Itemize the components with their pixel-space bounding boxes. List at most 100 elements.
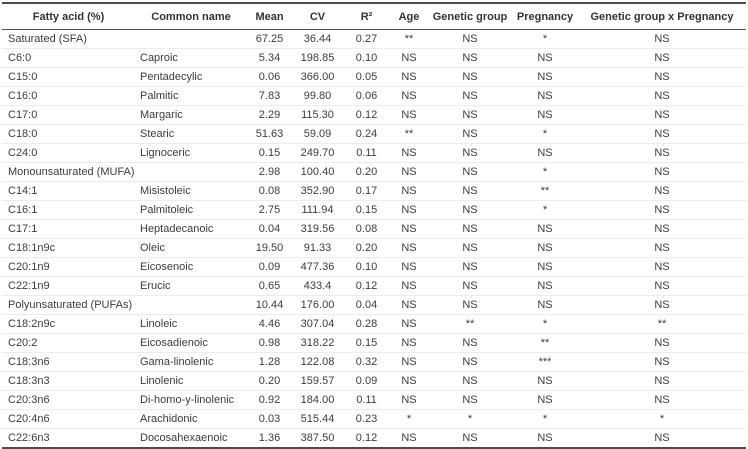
cell-genetic-group: NS bbox=[428, 181, 512, 201]
cell-common-name: Oleic bbox=[135, 238, 247, 258]
cell-age: NS bbox=[390, 219, 428, 239]
cell-pregnancy: * bbox=[512, 162, 578, 182]
cell-r-squared: 0.12 bbox=[343, 428, 390, 448]
table-row: C18:1n9c Oleic 19.50 91.33 0.20 NS NS NS NS bbox=[2, 238, 746, 258]
cell-interaction: NS bbox=[578, 219, 746, 239]
cell-cv: 36.44 bbox=[303, 33, 332, 45]
cell-fatty-acid: C20:4n6 bbox=[2, 409, 135, 429]
cell-cv: 307.04 bbox=[292, 314, 343, 334]
cell-interaction: NS bbox=[578, 200, 746, 220]
cell-mean: 0.09 bbox=[247, 257, 292, 277]
cell-common-name bbox=[135, 295, 247, 315]
cell-pregnancy: NS bbox=[512, 295, 578, 315]
table-row: C16:1 Palmitoleic 2.75 111.94 0.15 NS NS * NS bbox=[2, 200, 746, 220]
cell-cv: 59.09 bbox=[292, 124, 343, 144]
cell-pregnancy: * bbox=[512, 314, 578, 334]
cell-interaction: NS bbox=[578, 428, 746, 448]
cell-common-name: Pentadecylic bbox=[135, 67, 247, 87]
cell-fatty-acid: C18:2n9c bbox=[2, 314, 135, 334]
cell-genetic-group: NS bbox=[428, 86, 512, 106]
cell-pregnancy: * bbox=[512, 124, 578, 144]
cell-pregnancy: NS bbox=[512, 219, 578, 239]
cell-pregnancy: * bbox=[512, 409, 578, 429]
cell-common-name: Lignoceric bbox=[135, 143, 247, 163]
table-row: Polyunsaturated (PUFAs) 10.44 176.00 0.04 NS… bbox=[2, 295, 746, 315]
cell-common-name: Heptadecanoic bbox=[135, 219, 247, 239]
cell-common-name: Margaric bbox=[135, 105, 247, 125]
cell-age: NS bbox=[390, 200, 428, 220]
cell-mean: 2.98 bbox=[247, 162, 292, 182]
cell-cv: 352.90 bbox=[292, 181, 343, 201]
cell-genetic-group: NS bbox=[428, 295, 512, 315]
cell-fatty-acid: C24:0 bbox=[2, 143, 135, 163]
cell-common-name: Eicosadienoic bbox=[135, 333, 247, 353]
cell-cv: 433.4 bbox=[292, 276, 343, 296]
cell-age: NS bbox=[390, 143, 428, 163]
cell-mean: 51.63 bbox=[247, 124, 292, 144]
cell-genetic-group: * bbox=[428, 409, 512, 429]
table-row: C18:0 Stearic 51.63 59.09 0.24 ** NS * NS bbox=[2, 124, 746, 144]
cell-r-squared: 0.12 bbox=[343, 105, 390, 125]
table-row: Monounsaturated (MUFA) 2.98 100.40 0.20 NS NS… bbox=[2, 162, 746, 182]
cell-mean: 10.44 bbox=[247, 295, 292, 315]
cell-age: NS bbox=[390, 48, 428, 68]
cell-r-squared: 0.32 bbox=[343, 352, 390, 372]
column-header-genetic-group: Genetic group bbox=[428, 3, 512, 30]
cell-interaction: NS bbox=[578, 276, 746, 296]
cell-common-name: Docosahexaenoic bbox=[135, 428, 247, 448]
cell-age: NS bbox=[390, 371, 428, 391]
cell-pregnancy: NS bbox=[512, 67, 578, 87]
column-header-cv: CV bbox=[292, 3, 343, 30]
table-row: C22:1n9 Erucic 0.65 433.4 0.12 NS NS NS NS bbox=[2, 276, 746, 296]
cell-fatty-acid: C6:0 bbox=[2, 48, 135, 68]
cell-pregnancy: NS bbox=[512, 390, 578, 410]
cell-genetic-group: NS bbox=[428, 257, 512, 277]
cell-genetic-group: NS bbox=[428, 67, 512, 87]
cell-r-squared: 0.10 bbox=[343, 257, 390, 277]
cell-r-squared: 0.12 bbox=[343, 276, 390, 296]
cell-fatty-acid: C20:1n9 bbox=[2, 257, 135, 277]
cell-age: NS bbox=[390, 238, 428, 258]
cell-cv: 366.00 bbox=[292, 67, 343, 87]
cell-interaction: * bbox=[578, 409, 746, 429]
cell-cv: 100.40 bbox=[292, 162, 343, 182]
column-header-interaction: Genetic group x Pregnancy bbox=[578, 3, 746, 30]
cell-r-squared: 0.04 bbox=[343, 295, 390, 315]
cell-mean: 1.28 bbox=[247, 352, 292, 372]
cell-pregnancy: NS bbox=[512, 48, 578, 68]
cell-common-name: Arachidonic bbox=[135, 409, 247, 429]
cell-cv: 515.44 bbox=[292, 409, 343, 429]
cell-age: NS bbox=[390, 67, 428, 87]
cell-genetic-group: NS bbox=[428, 352, 512, 372]
cell-fatty-acid: C17:0 bbox=[2, 105, 135, 125]
table-row: Saturated (SFA) 67.25 36.44 0.27 ** NS * NS bbox=[2, 30, 746, 49]
cell-fatty-acid: Polyunsaturated (PUFAs) bbox=[2, 295, 135, 315]
table-row: C18:3n6 Gama-linolenic 1.28 122.08 0.32 NS NS *… bbox=[2, 352, 746, 372]
table-row: C17:0 Margaric 2.29 115.30 0.12 NS NS NS NS bbox=[2, 105, 746, 125]
cell-r-squared: 0.06 bbox=[343, 86, 390, 106]
cell-fatty-acid: Saturated (SFA) bbox=[8, 33, 87, 45]
cell-r-squared: 0.05 bbox=[343, 67, 390, 87]
cell-interaction: NS bbox=[578, 371, 746, 391]
cell-interaction: NS bbox=[578, 48, 746, 68]
cell-r-squared: 0.20 bbox=[343, 162, 390, 182]
cell-fatty-acid: C22:6n3 bbox=[2, 428, 135, 448]
cell-genetic-group: NS bbox=[428, 219, 512, 239]
cell-r-squared: 0.10 bbox=[343, 48, 390, 68]
cell-fatty-acid: C20:2 bbox=[2, 333, 135, 353]
cell-genetic-group: NS bbox=[462, 33, 478, 45]
cell-cv: 477.36 bbox=[292, 257, 343, 277]
cell-pregnancy: NS bbox=[512, 257, 578, 277]
cell-r-squared: 0.08 bbox=[343, 219, 390, 239]
cell-r-squared: 0.23 bbox=[343, 409, 390, 429]
cell-age: NS bbox=[390, 314, 428, 334]
cell-mean: 7.83 bbox=[247, 86, 292, 106]
cell-pregnancy: NS bbox=[512, 105, 578, 125]
table-body: Saturated (SFA) 67.25 36.44 0.27 ** NS * NS C6:0… bbox=[2, 30, 746, 448]
table-row: C16:0 Palmitic 7.83 99.80 0.06 NS NS NS NS bbox=[2, 86, 746, 106]
cell-interaction: NS bbox=[578, 162, 746, 182]
column-header-pregnancy: Pregnancy bbox=[512, 3, 578, 30]
cell-r-squared: 0.15 bbox=[343, 200, 390, 220]
